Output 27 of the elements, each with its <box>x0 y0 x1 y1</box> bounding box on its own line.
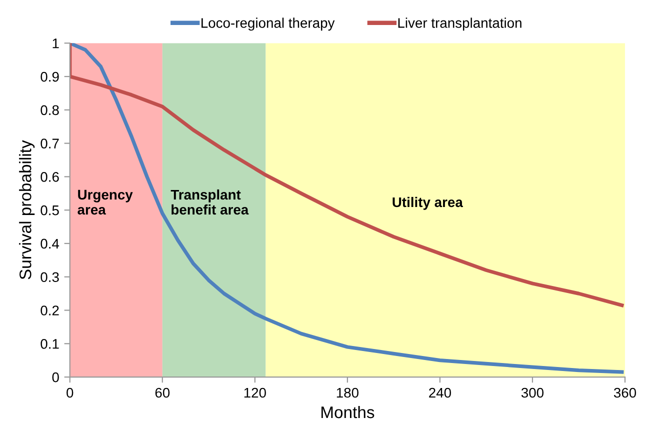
x-axis-title: Months <box>321 406 374 418</box>
band-label: Urgency area <box>78 190 133 215</box>
y-axis-title: Survival probability <box>19 140 35 280</box>
x-tick-label: 60 <box>155 388 170 398</box>
line-series <box>70 43 624 308</box>
x-tick-label: 180 <box>336 388 358 398</box>
x-tick-label: 120 <box>244 388 266 398</box>
y-tick-label: 0.2 <box>40 306 59 316</box>
legend-label: Loco-regional therapy <box>202 18 335 31</box>
line-series <box>70 43 624 374</box>
x-tick-label: 240 <box>429 388 452 398</box>
y-tick-label: 0 <box>52 372 59 382</box>
y-tick-label: 0.6 <box>40 172 59 182</box>
x-tick-label: 360 <box>614 388 636 398</box>
y-tick-label: 0.9 <box>40 72 59 82</box>
y-tick-label: 0.3 <box>40 272 59 282</box>
x-tick-label: 300 <box>521 388 544 398</box>
band-label: Utility area <box>392 196 463 210</box>
y-tick-label: 0.1 <box>40 338 59 349</box>
y-tick-label: 0.7 <box>40 138 59 148</box>
band-label: Transplant benefit area <box>170 189 249 215</box>
y-tick-label: 1 <box>52 38 59 48</box>
y-tick-label: 0.5 <box>40 205 59 216</box>
y-tick-label: 0.4 <box>40 238 60 249</box>
y-tick-label: 0.8 <box>40 105 59 116</box>
legend-label: Liver transplantation <box>398 18 522 31</box>
x-tick-label: 0 <box>66 388 74 398</box>
